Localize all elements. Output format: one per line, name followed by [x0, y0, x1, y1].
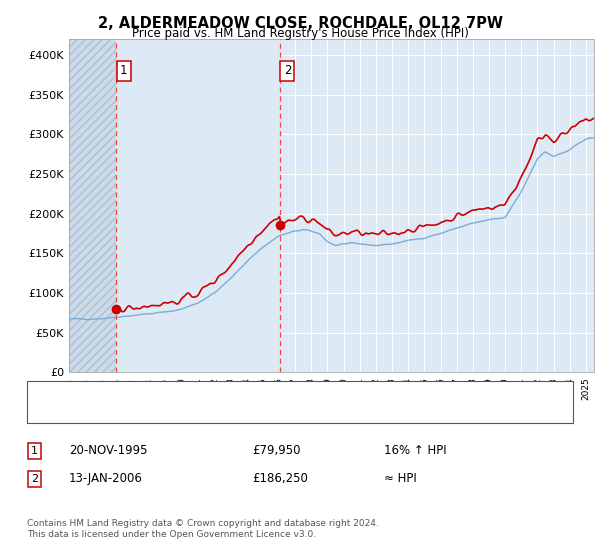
Bar: [116, 39, 280, 372]
Text: 2: 2: [31, 474, 38, 484]
Text: £79,950: £79,950: [252, 444, 301, 458]
Text: £186,250: £186,250: [252, 472, 308, 486]
Text: 2, ALDERMEADOW CLOSE, ROCHDALE, OL12 7PW (detached house): 2, ALDERMEADOW CLOSE, ROCHDALE, OL12 7PW…: [78, 388, 431, 398]
Text: Contains HM Land Registry data © Crown copyright and database right 2024.
This d: Contains HM Land Registry data © Crown c…: [27, 520, 379, 539]
Text: ≈ HPI: ≈ HPI: [384, 472, 417, 486]
Text: 13-JAN-2006: 13-JAN-2006: [69, 472, 143, 486]
Text: 1: 1: [120, 64, 127, 77]
Text: 1: 1: [31, 446, 38, 456]
Text: 20-NOV-1995: 20-NOV-1995: [69, 444, 148, 458]
Text: 2, ALDERMEADOW CLOSE, ROCHDALE, OL12 7PW: 2, ALDERMEADOW CLOSE, ROCHDALE, OL12 7PW: [97, 16, 503, 31]
Text: Price paid vs. HM Land Registry's House Price Index (HPI): Price paid vs. HM Land Registry's House …: [131, 27, 469, 40]
Text: 16% ↑ HPI: 16% ↑ HPI: [384, 444, 446, 458]
Text: ——: ——: [36, 404, 64, 418]
Text: HPI: Average price, detached house, Rochdale: HPI: Average price, detached house, Roch…: [78, 406, 319, 416]
Text: 2: 2: [284, 64, 291, 77]
Text: ——: ——: [36, 385, 64, 400]
Bar: [69, 39, 116, 372]
